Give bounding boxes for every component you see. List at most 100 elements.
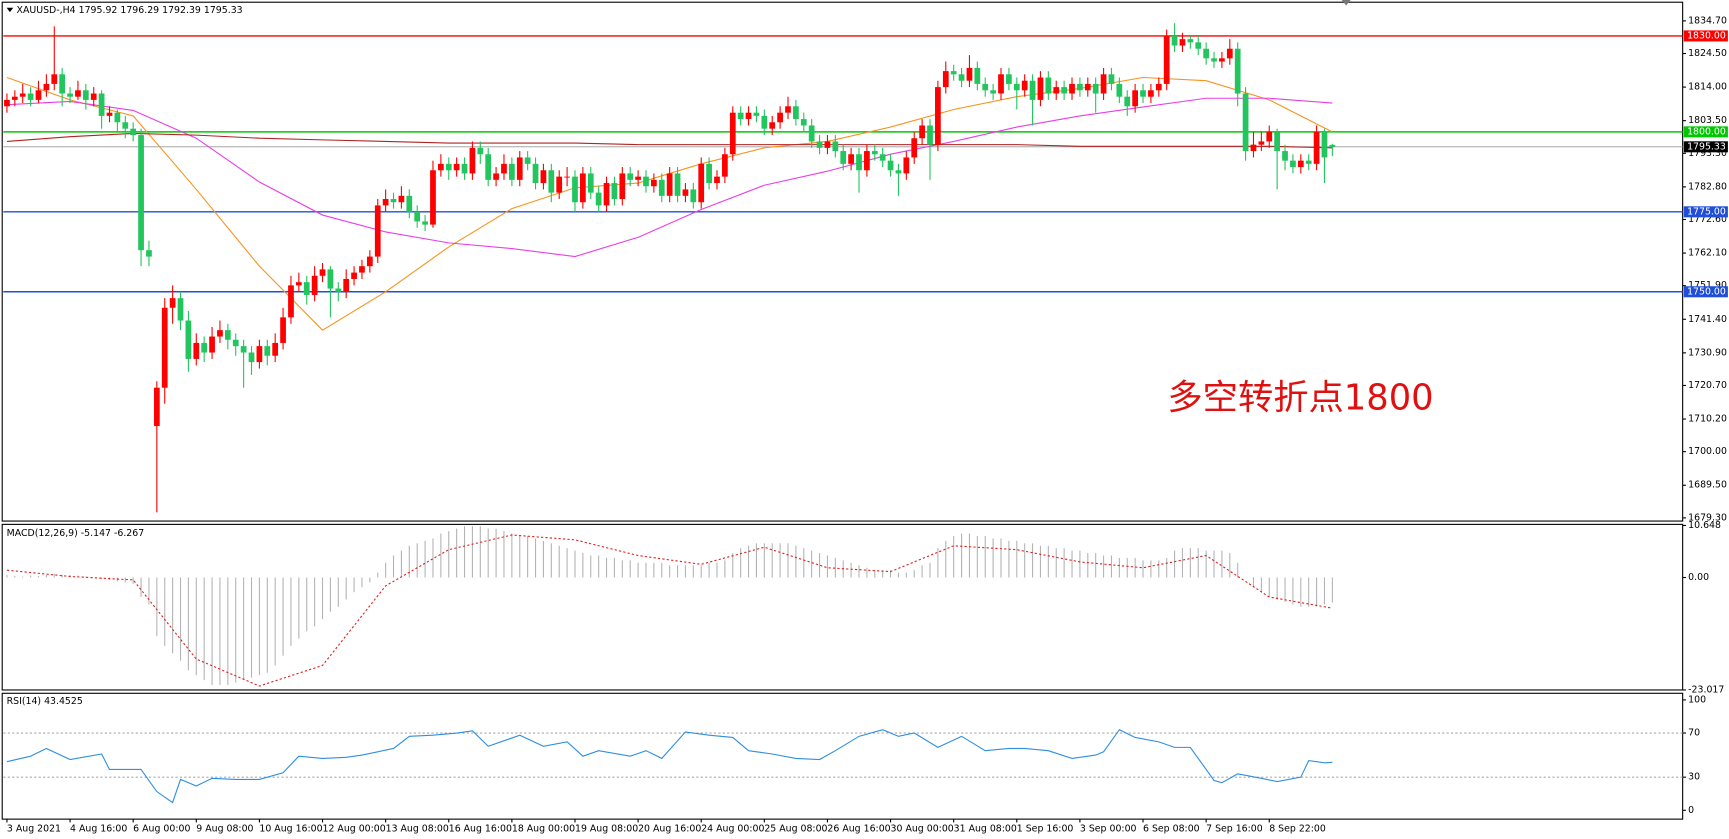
candle-body [232, 339, 239, 347]
candle-body [572, 176, 578, 203]
candle-body [714, 176, 720, 184]
x-tick-label: 3 Aug 2021 [7, 824, 61, 835]
candle-body [1045, 77, 1052, 94]
x-tick-label: 19 Aug 08:00 [575, 824, 638, 835]
candle-body [201, 342, 208, 353]
candle-body [737, 112, 744, 120]
candle-body [603, 183, 610, 206]
candle-body [280, 317, 286, 343]
candle-body [1179, 39, 1186, 46]
candle-body [706, 163, 712, 184]
y-tick-label: 1741.40 [1688, 314, 1727, 325]
candle-body [138, 135, 144, 251]
macd-label: MACD(12,26,9) [7, 528, 78, 539]
candle-body [540, 170, 547, 184]
candle-body [548, 170, 555, 193]
candle-body [366, 256, 373, 267]
candle-body [903, 157, 910, 174]
candle-body [1132, 90, 1138, 107]
x-tick-label: 18 Aug 00:00 [512, 824, 575, 835]
y-tick-label: 1751.90 [1688, 280, 1727, 291]
candle-body [745, 112, 752, 120]
y-tick-label: -23.017 [1688, 684, 1724, 695]
rsi-line [6, 729, 1333, 804]
candle-body [508, 163, 515, 180]
candle-body [595, 192, 602, 206]
candle-body [1163, 35, 1170, 84]
candle-body [1013, 83, 1020, 91]
candle-body [690, 189, 697, 203]
level-tag [1683, 30, 1728, 42]
candle-body [1297, 160, 1304, 168]
candle-body [1092, 83, 1099, 94]
candle-body [501, 163, 507, 174]
candle-body [193, 342, 200, 359]
candle-body [556, 176, 563, 193]
candle-body [461, 163, 468, 174]
candle-body [303, 282, 310, 295]
candle-body [224, 330, 231, 340]
macd-frame [1, 523, 1684, 691]
candle-body [1053, 87, 1060, 94]
candle-body [177, 298, 184, 321]
y-tick-label: 100 [1688, 694, 1706, 705]
y-tick-label: 1730.90 [1688, 347, 1727, 358]
candle-body [942, 71, 949, 88]
candle-body [43, 83, 50, 91]
y-tick-label: 0 [1688, 805, 1694, 816]
level-tag [1683, 126, 1728, 138]
y-tick-label: 1710.20 [1688, 414, 1727, 425]
level-tag-label: 1800.00 [1687, 126, 1726, 137]
price-tag-label: 1795.33 [1687, 141, 1726, 152]
candle-body [319, 269, 326, 276]
candle-body [51, 74, 58, 84]
candle-body [974, 67, 981, 84]
candle-body [75, 90, 81, 97]
candle-body [761, 115, 768, 129]
candle-body [67, 93, 73, 97]
candle-body [643, 176, 649, 187]
candle-body [445, 163, 452, 171]
candle-body [90, 93, 97, 100]
y-tick-label: 1834.70 [1688, 15, 1727, 26]
candle-body [1282, 151, 1288, 161]
candle-body [658, 179, 665, 196]
candle-body [272, 342, 279, 356]
y-tick-label: 30 [1688, 772, 1700, 783]
candle-body [998, 74, 1004, 94]
candle-body [1305, 160, 1312, 164]
candle-body [1006, 74, 1012, 84]
candle-body [477, 147, 484, 155]
candle-body [1124, 96, 1131, 107]
y-tick-label: 0.00 [1688, 572, 1709, 583]
candle-body [856, 154, 862, 171]
y-tick-label: 1679.30 [1688, 512, 1727, 523]
plot-layer: 1834.70 1824.50 1814.00 1803.50 1793.30 1782.… [3, 15, 1728, 835]
x-tick-label: 6 Sep 08:00 [1143, 824, 1200, 835]
candle-body [532, 163, 539, 184]
candle-body [248, 352, 255, 363]
rsi-frame [1, 692, 1684, 820]
candle-body [990, 90, 996, 94]
candle-body [4, 99, 10, 107]
candle-body [351, 272, 357, 279]
candle-body [422, 221, 428, 225]
candle-body [580, 173, 586, 203]
candle-body [217, 330, 223, 337]
candle-body [1219, 58, 1225, 62]
close: 1795.33 [204, 4, 243, 15]
candle-body [871, 151, 878, 155]
candle-body [651, 179, 657, 187]
x-tick-label: 6 Aug 00:00 [133, 824, 190, 835]
candle-body [453, 163, 460, 171]
candle-body [1155, 83, 1162, 91]
y-tick-label: 1782.80 [1688, 181, 1727, 192]
candle-body [311, 275, 318, 295]
y-tick-label: 1762.10 [1688, 248, 1727, 259]
candle-body [11, 96, 18, 100]
macd-value: -5.147 [81, 528, 111, 539]
x-tick-label: 4 Aug 16:00 [70, 824, 127, 835]
candle-body [485, 154, 492, 180]
candle-body [1234, 48, 1241, 94]
